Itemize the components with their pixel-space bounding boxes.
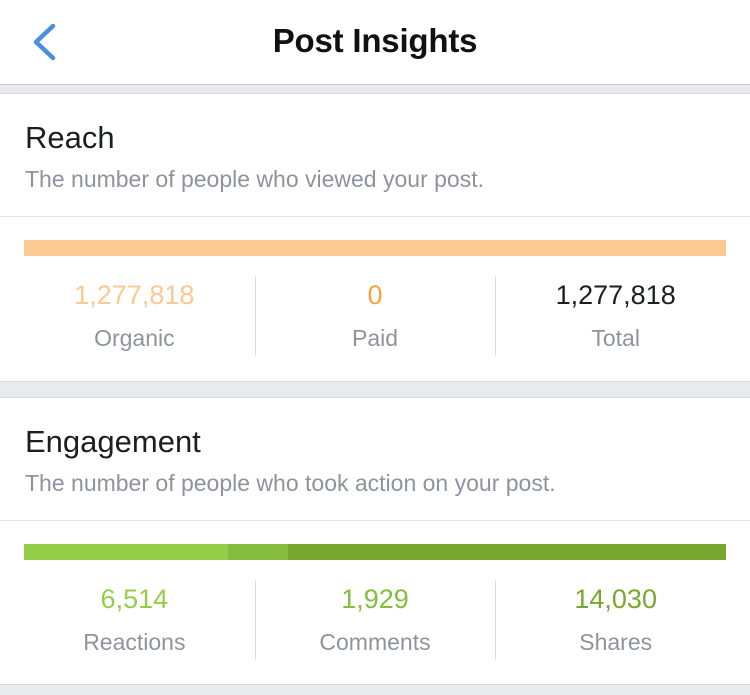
stat-shares: 14,030 Shares <box>495 580 736 660</box>
engagement-stats: 6,514 Reactions 1,929 Comments 14,030 Sh… <box>14 580 736 660</box>
reach-title: Reach <box>25 120 115 155</box>
engagement-card: Engagement The number of people who took… <box>0 397 750 685</box>
engagement-bar-comments <box>227 544 288 560</box>
nav-bar: Post Insights <box>0 0 750 85</box>
engagement-divider <box>0 520 750 521</box>
engagement-bar <box>24 544 726 560</box>
stat-paid: 0 Paid <box>254 276 496 356</box>
reach-bar <box>24 240 726 256</box>
stat-total-label: Total <box>591 325 640 351</box>
stat-comments-value: 1,929 <box>341 584 409 614</box>
engagement-subtitle: The number of people who took action on … <box>25 470 556 496</box>
page-title: Post Insights <box>272 22 478 59</box>
reach-subtitle: The number of people who viewed your pos… <box>25 166 484 192</box>
engagement-bar-shares <box>287 544 726 560</box>
stat-organic: 1,277,818 Organic <box>14 276 255 356</box>
engagement-title: Engagement <box>25 424 201 459</box>
stat-reactions: 6,514 Reactions <box>14 580 255 660</box>
stat-comments: 1,929 Comments <box>254 580 496 660</box>
stat-comments-label: Comments <box>319 629 431 655</box>
stat-reactions-value: 6,514 <box>100 584 169 614</box>
reach-divider <box>0 216 750 217</box>
stat-total: 1,277,818 Total <box>495 276 736 356</box>
stat-total-value: 1,277,818 <box>555 280 676 310</box>
stat-organic-label: Organic <box>94 325 175 351</box>
reach-bar-organic <box>24 240 726 256</box>
stat-paid-value: 0 <box>367 280 383 310</box>
engagement-bar-reactions <box>24 544 228 560</box>
stat-shares-label: Shares <box>579 629 653 655</box>
stat-shares-value: 14,030 <box>574 584 657 614</box>
back-button[interactable] <box>22 18 66 66</box>
reach-stats: 1,277,818 Organic 0 Paid 1,277,818 Total <box>14 276 736 356</box>
stat-reactions-label: Reactions <box>83 629 186 655</box>
stat-organic-value: 1,277,818 <box>74 280 195 310</box>
stat-paid-label: Paid <box>351 325 399 351</box>
chevron-left-icon <box>33 23 56 61</box>
reach-card: Reach The number of people who viewed yo… <box>0 93 750 382</box>
